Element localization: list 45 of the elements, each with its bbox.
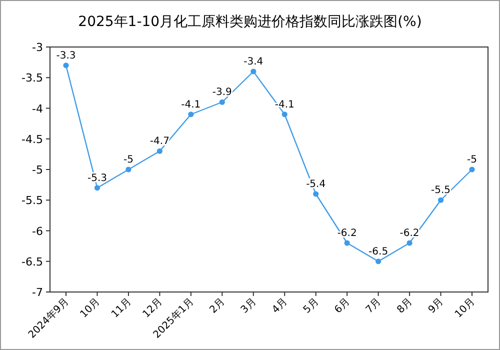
point <box>188 112 194 118</box>
data-label: -5 <box>467 154 477 166</box>
point <box>219 99 225 105</box>
data-label: -4.1 <box>181 99 201 110</box>
x-tick-label: 11月 <box>110 296 134 320</box>
y-tick-label: -4.5 <box>22 132 43 146</box>
data-label: -5.5 <box>431 185 451 196</box>
x-tick-label: 10月 <box>78 296 102 320</box>
point <box>156 148 162 154</box>
data-label: -6.5 <box>368 246 388 258</box>
y-tick-label: -7 <box>32 286 43 299</box>
point <box>126 166 132 172</box>
point <box>344 240 350 246</box>
point <box>469 166 475 172</box>
point <box>94 185 100 191</box>
x-tick-label: 3月 <box>239 296 259 316</box>
y-tick-label: -6 <box>32 224 43 238</box>
point <box>282 112 288 118</box>
data-label: -3.9 <box>212 87 232 98</box>
x-tick-label: 8月 <box>395 296 415 316</box>
data-label: -5 <box>123 154 134 166</box>
y-tick-label: -6.5 <box>22 255 43 268</box>
point <box>376 258 382 264</box>
data-label: -3.4 <box>244 56 264 68</box>
point <box>313 191 319 197</box>
chart-title: 2025年1-10月化工原料类购进价格指数同比涨跌图(%) <box>78 14 422 30</box>
x-tick-label: 9月 <box>426 296 446 316</box>
x-tick-label: 5月 <box>302 296 321 316</box>
point <box>438 197 444 203</box>
x-tick-label: 10月 <box>453 296 478 320</box>
point <box>406 240 412 246</box>
data-label: -4.7 <box>150 136 170 148</box>
x-tick-label: 6月 <box>332 296 352 316</box>
data-label: -3.3 <box>56 50 76 62</box>
x-tick-label: 2月 <box>208 296 228 316</box>
y-tick-label: -5.5 <box>22 194 43 208</box>
y-tick-label: -5 <box>32 164 43 176</box>
x-tick-label: 4月 <box>270 296 290 316</box>
point <box>250 68 256 74</box>
y-tick-label: -3.5 <box>22 72 43 85</box>
point <box>63 62 69 68</box>
x-tick-label: 7月 <box>364 296 384 316</box>
x-tick-label: 12月 <box>140 296 165 320</box>
y-tick-label: -3 <box>32 41 43 54</box>
y-tick-label: -4 <box>32 102 43 116</box>
